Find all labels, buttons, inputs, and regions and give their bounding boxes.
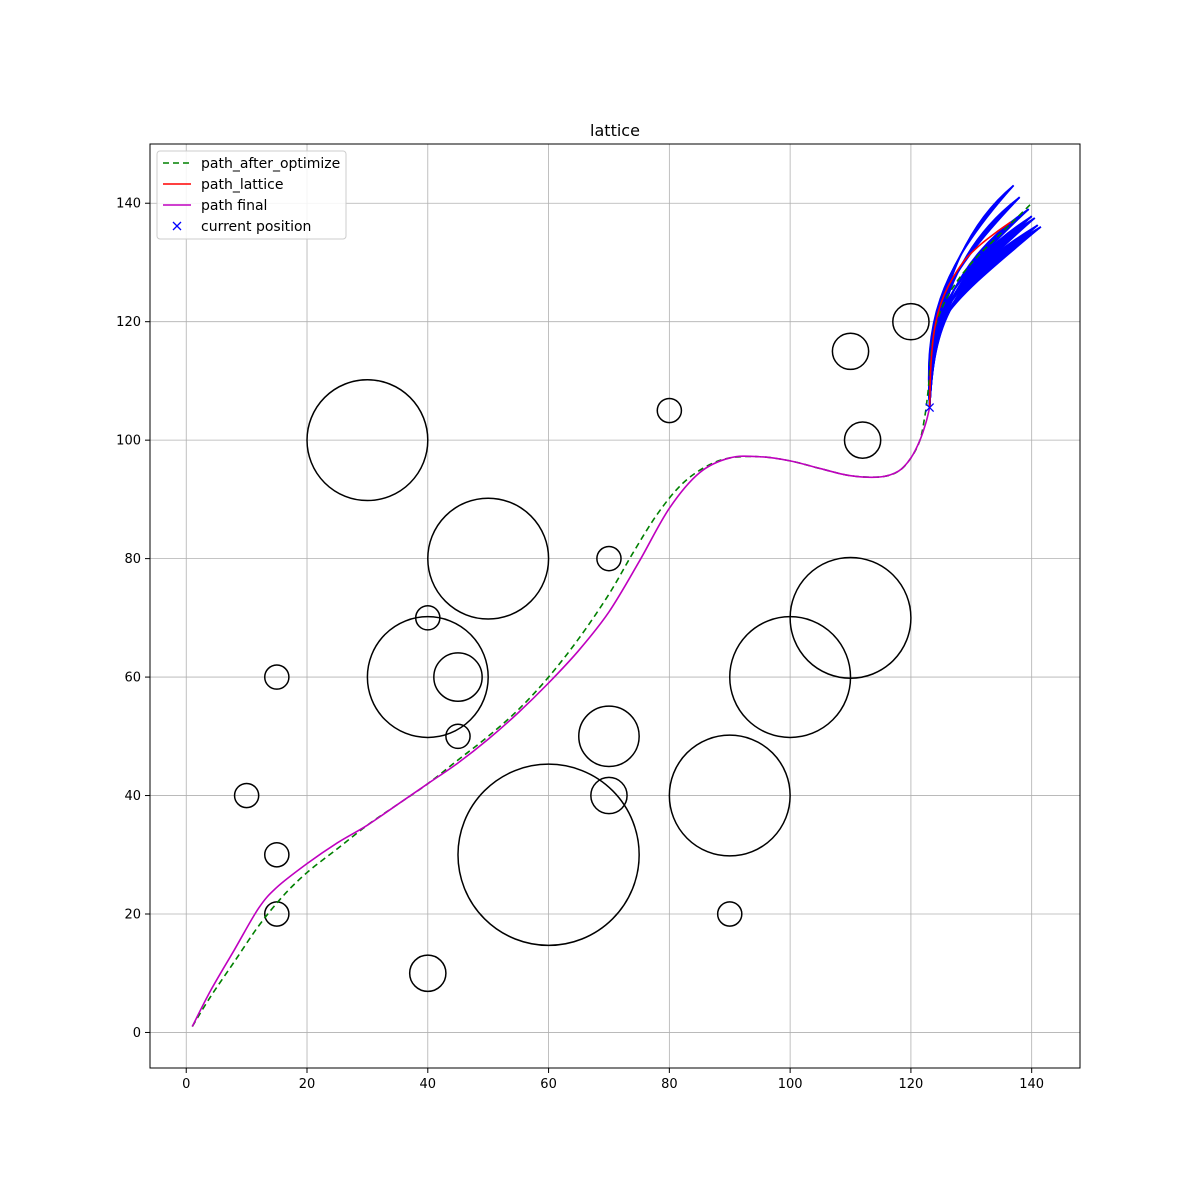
x-tick-label: 0 — [182, 1077, 190, 1092]
y-tick-label: 20 — [124, 908, 141, 923]
current-position-marker — [925, 403, 935, 413]
x-tick-label: 120 — [898, 1077, 923, 1092]
obstacle-circle — [233, 782, 260, 809]
y-tick-label: 100 — [116, 434, 141, 449]
grid — [150, 144, 1080, 1068]
x-tick-label: 20 — [299, 1077, 316, 1092]
legend-label-path_after_optimize: path_after_optimize — [201, 156, 340, 172]
obstacle-circle — [668, 734, 791, 857]
legend-box — [156, 150, 347, 240]
candidate-path — [928, 226, 1042, 408]
x-tick-label: 40 — [420, 1077, 437, 1092]
y-tick-label: 140 — [116, 197, 141, 212]
y-tick-label: 40 — [124, 789, 141, 804]
obstacle-circle — [445, 723, 471, 750]
obstacle-circle — [366, 615, 489, 739]
y-tick-label: 60 — [124, 671, 141, 686]
x-tick-label: 140 — [1019, 1077, 1044, 1092]
x-tick-label: 80 — [661, 1077, 678, 1092]
obstacle-circle — [578, 705, 640, 768]
y-tick-label: 120 — [116, 315, 141, 330]
obstacle-circle — [596, 545, 622, 572]
obstacle-circle — [457, 763, 640, 947]
legend-label-path_final: path final — [201, 198, 267, 214]
obstacle-circle — [414, 605, 441, 631]
obstacle-circle — [789, 556, 912, 679]
x-tick-label: 60 — [540, 1077, 557, 1092]
obstacle-circle — [263, 841, 290, 868]
x-tick-label: 100 — [778, 1077, 803, 1092]
obstacle-circle — [656, 397, 683, 424]
ticks: 0 20 40 60 80 100 120 140 0 20 40 60 80 100 120 140 — [116, 197, 1044, 1092]
obstacle-circle — [306, 379, 429, 502]
obstacle-circle — [590, 776, 628, 815]
markers — [925, 403, 935, 413]
obstacle-circle — [263, 664, 290, 690]
obstacle-circle — [831, 332, 870, 371]
axes-frame — [149, 143, 1081, 1069]
obstacle-circle — [408, 954, 447, 993]
y-tick-label: 0 — [133, 1026, 141, 1041]
obstacle-circle — [427, 497, 550, 620]
series — [191, 202, 1033, 1027]
obstacle-circle — [843, 421, 882, 460]
y-tick-label: 80 — [124, 552, 141, 567]
chart-title: lattice — [590, 121, 640, 140]
obstacle-circle — [716, 901, 743, 927]
legend-swatch-current_position — [172, 221, 182, 231]
series-line-path-final — [191, 407, 931, 1027]
obstacles — [233, 302, 930, 993]
obstacle-circle — [892, 302, 930, 341]
obstacle-circle — [433, 652, 483, 702]
series-line-path-lattice — [928, 221, 1012, 408]
legend-label-current_position: current position — [201, 219, 311, 235]
legend-label-path_lattice: path_lattice — [201, 177, 283, 193]
